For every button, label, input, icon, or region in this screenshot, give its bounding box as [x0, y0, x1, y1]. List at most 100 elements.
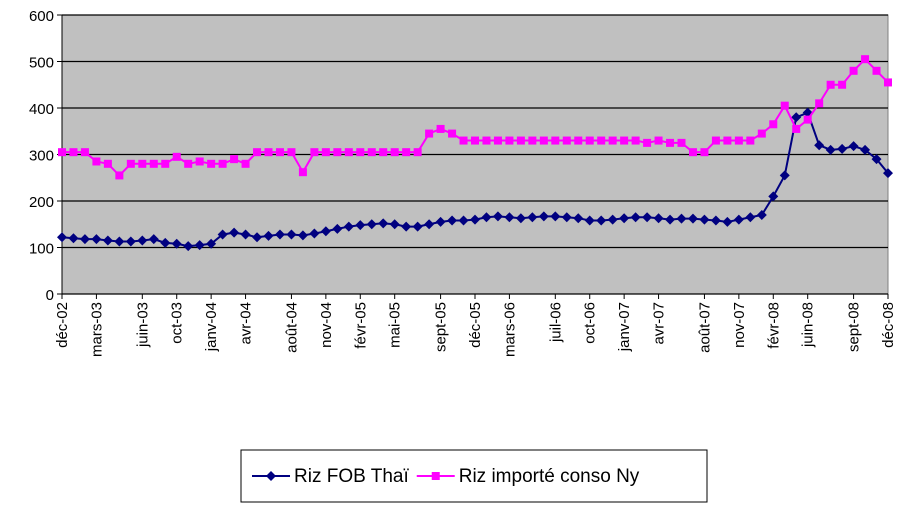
data-point: [619, 213, 630, 224]
data-point: [80, 148, 89, 157]
data-point: [230, 155, 239, 164]
data-point: [448, 129, 457, 138]
data-point: [115, 171, 124, 180]
x-tick-label: juin-08: [800, 302, 817, 348]
data-point: [883, 168, 893, 179]
x-tick-label: déc-05: [467, 302, 484, 348]
data-point: [207, 159, 216, 168]
data-point: [310, 148, 319, 157]
data-point: [837, 143, 848, 154]
data-point: [184, 159, 193, 168]
y-tick-label: 0: [46, 287, 54, 304]
data-point: [504, 212, 515, 223]
x-tick-label: févr-05: [352, 302, 369, 349]
data-point: [700, 148, 709, 157]
x-tick-label: avr-07: [651, 302, 668, 345]
x-tick-label: mars-06: [501, 302, 518, 357]
data-point: [838, 80, 847, 89]
data-point: [68, 233, 79, 244]
data-point: [298, 168, 307, 177]
data-point: [642, 212, 653, 223]
data-point: [379, 148, 388, 157]
data-point: [780, 101, 789, 110]
data-point: [274, 229, 285, 240]
x-tick-label: juil-06: [547, 302, 564, 343]
data-point: [814, 140, 825, 151]
x-tick-label: mars-03: [88, 302, 105, 357]
data-point: [654, 136, 663, 145]
data-point: [734, 136, 743, 145]
data-point: [505, 136, 514, 145]
data-point: [699, 214, 710, 225]
data-point: [757, 129, 766, 138]
data-point: [366, 219, 377, 230]
data-point: [58, 148, 66, 157]
data-point: [745, 212, 756, 223]
data-point: [539, 136, 548, 145]
data-point: [482, 136, 491, 145]
data-point: [792, 124, 801, 133]
data-point: [860, 144, 871, 155]
data-point: [160, 237, 171, 248]
data-point: [402, 148, 411, 157]
data-point: [275, 148, 284, 157]
data-point: [562, 136, 571, 145]
data-point: [390, 148, 399, 157]
data-point: [425, 129, 434, 138]
x-tick-label: août-07: [696, 302, 713, 353]
data-point: [676, 213, 687, 224]
data-point: [355, 220, 366, 231]
data-point: [561, 212, 572, 223]
data-point: [597, 136, 606, 145]
data-point: [309, 228, 320, 239]
data-point: [884, 78, 892, 87]
legend-label: Riz FOB Thaï: [294, 466, 409, 487]
data-point: [631, 136, 640, 145]
data-point: [253, 148, 262, 157]
x-tick-label: sept-08: [846, 302, 863, 352]
data-point: [584, 215, 595, 226]
x-tick-label: oct-06: [582, 302, 599, 344]
data-point: [320, 226, 331, 237]
data-point: [356, 148, 365, 157]
data-point: [791, 112, 802, 123]
data-point: [710, 215, 721, 226]
y-tick-label: 400: [29, 101, 54, 118]
data-point: [677, 138, 686, 147]
data-point: [825, 144, 836, 155]
data-point: [574, 136, 583, 145]
data-point: [435, 216, 446, 227]
data-point: [573, 213, 584, 224]
data-point: [733, 214, 744, 225]
data-point: [103, 159, 112, 168]
legend-box: [240, 449, 708, 503]
data-point: [447, 215, 458, 226]
data-point: [848, 141, 859, 152]
data-point: [217, 229, 228, 240]
data-point: [79, 234, 90, 245]
data-point: [643, 138, 652, 147]
data-point: [493, 136, 502, 145]
x-tick-label: janv-04: [203, 302, 220, 352]
data-point: [471, 136, 479, 145]
data-point: [803, 115, 812, 124]
data-point: [585, 136, 594, 145]
data-point: [779, 170, 790, 181]
data-point: [424, 219, 435, 230]
legend-marker: [266, 471, 276, 481]
data-point: [183, 241, 194, 252]
data-point: [470, 214, 480, 225]
data-point: [815, 99, 824, 108]
x-tick-label: août-04: [283, 302, 300, 353]
data-point: [746, 136, 755, 145]
data-point: [195, 157, 204, 166]
data-point: [194, 240, 205, 251]
data-point: [240, 229, 251, 240]
data-point: [138, 159, 147, 168]
x-tick-label: nov-07: [731, 302, 748, 348]
data-point: [459, 136, 468, 145]
data-point: [172, 152, 181, 161]
data-point: [332, 223, 343, 234]
data-point: [723, 136, 732, 145]
data-point: [653, 213, 664, 224]
